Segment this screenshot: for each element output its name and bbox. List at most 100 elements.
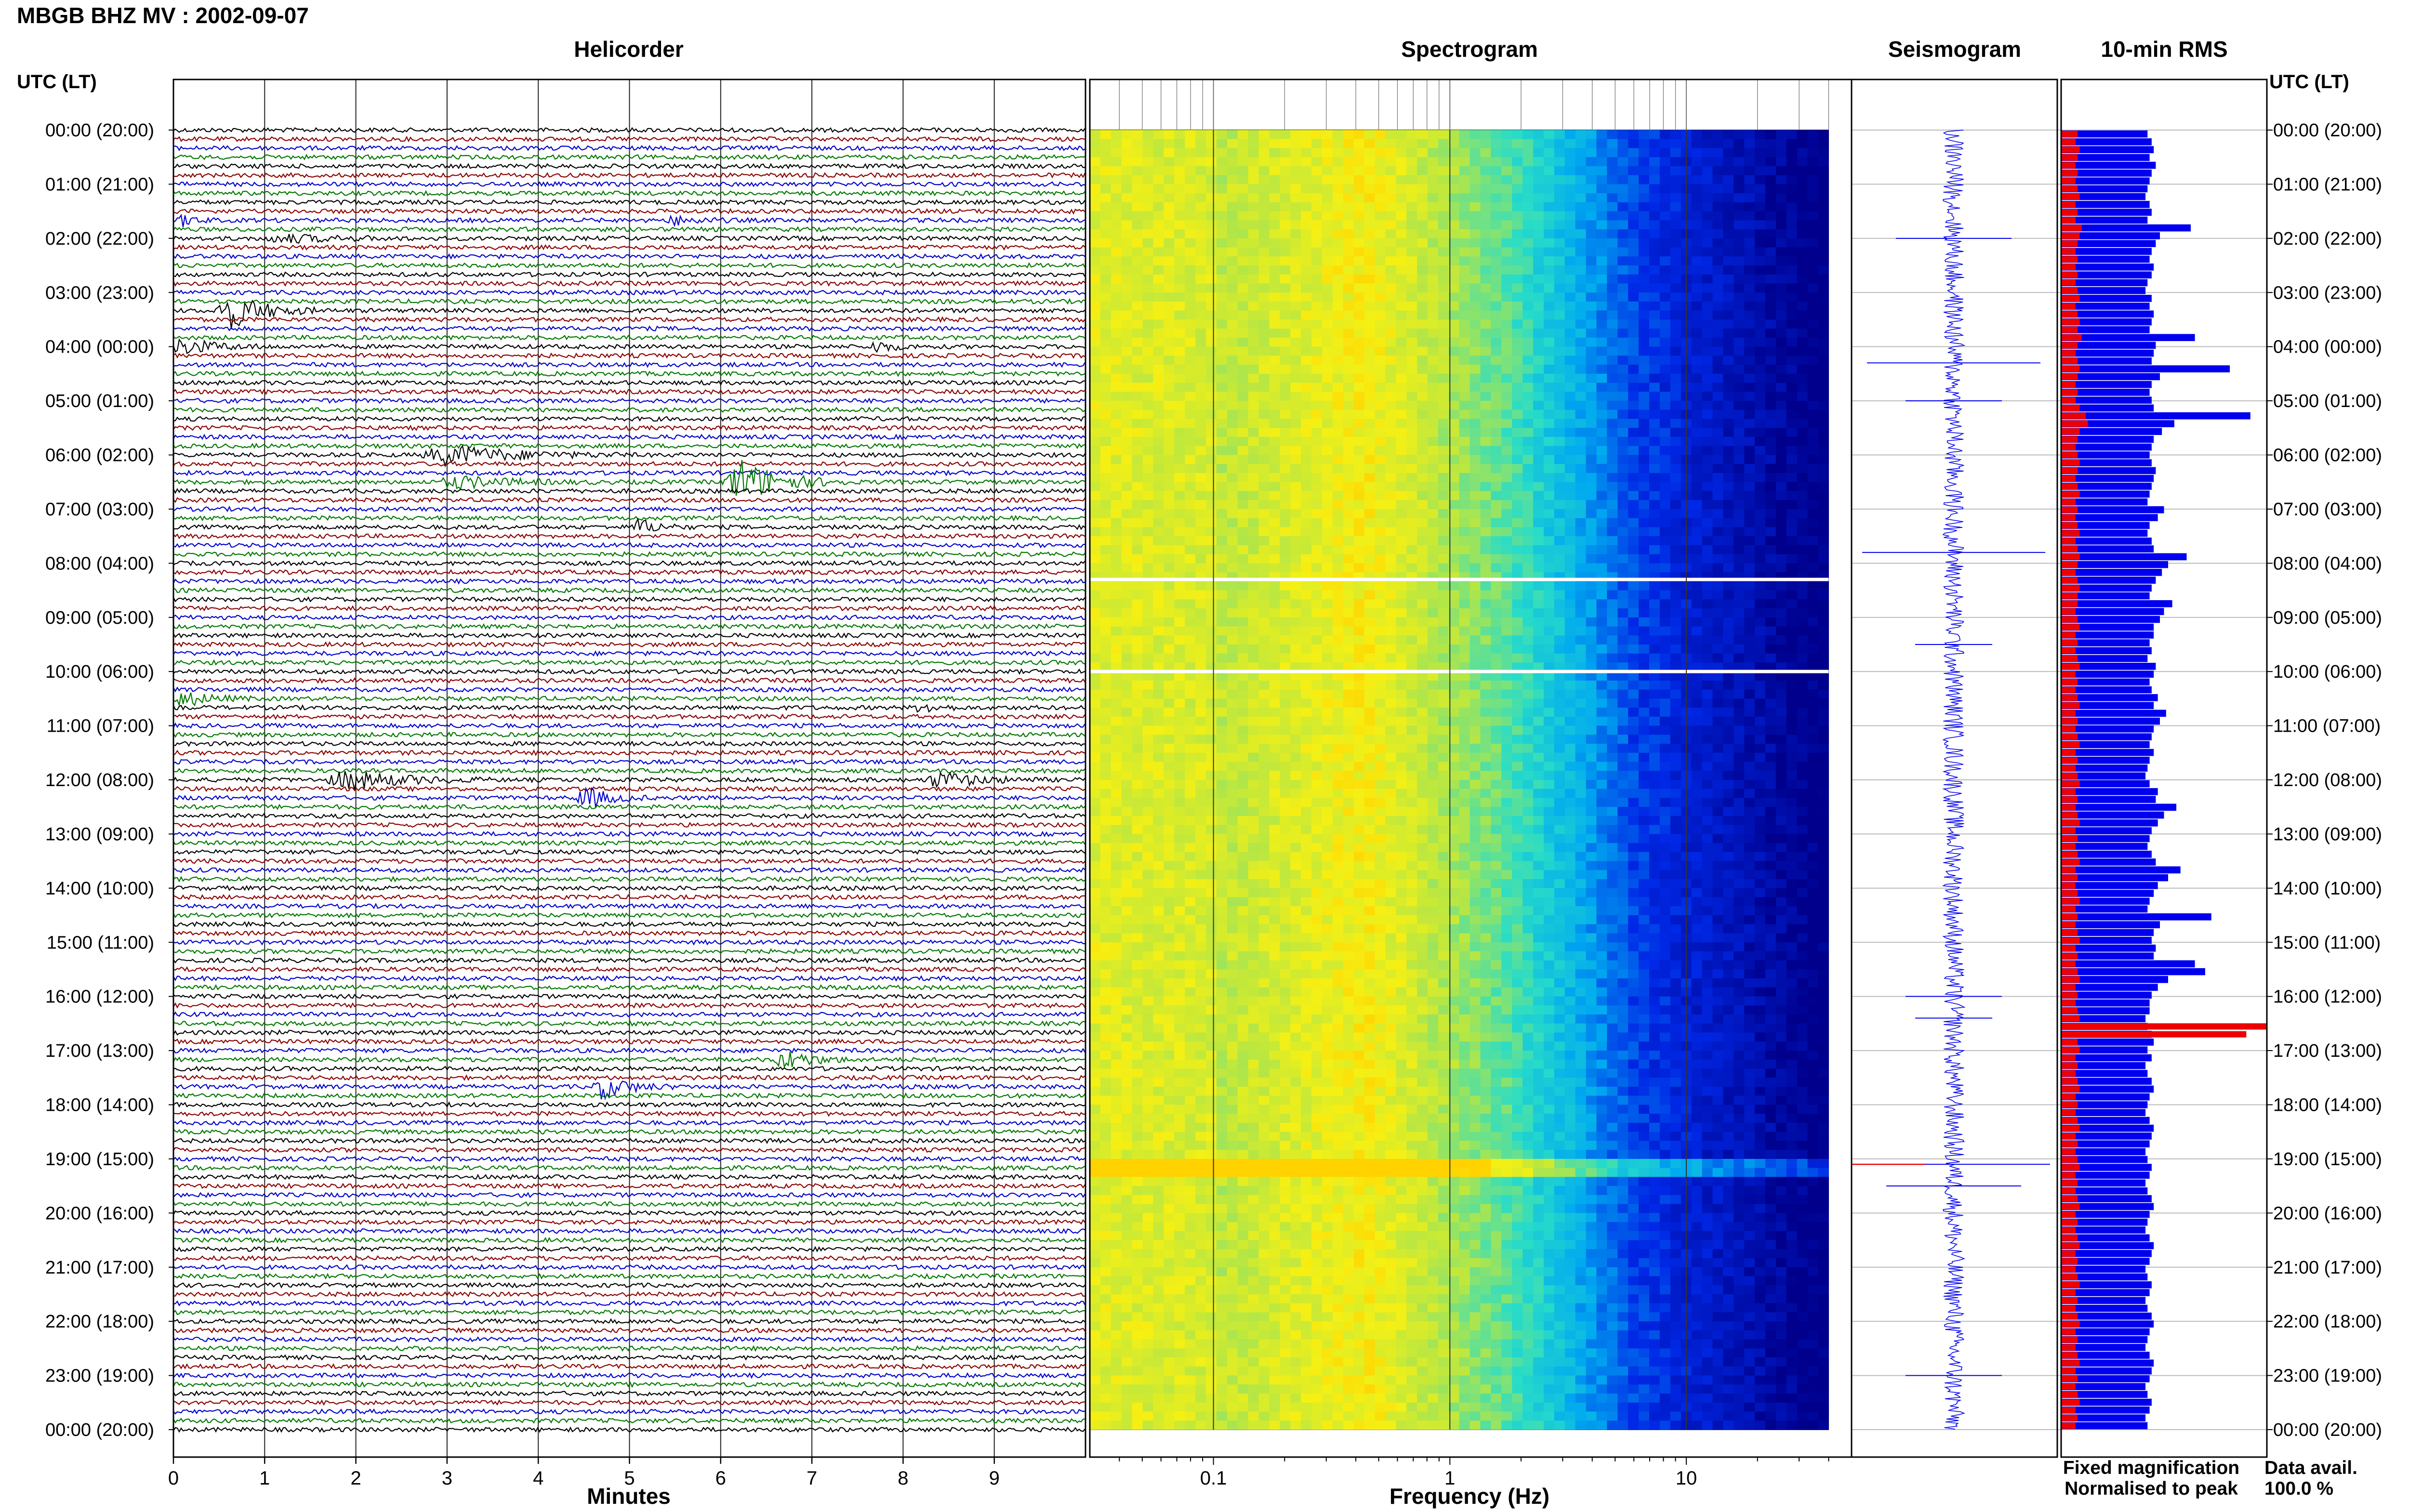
spectrogram-cell	[1311, 725, 1323, 735]
spectrogram-cell	[1185, 193, 1196, 203]
spectrogram-cell	[1438, 175, 1449, 184]
spectrogram-cell	[1501, 617, 1512, 627]
spectrogram-cell	[1807, 211, 1819, 221]
spectrogram-cell	[1522, 337, 1534, 347]
spectrogram-cell	[1121, 590, 1133, 600]
spectrogram-cell	[1818, 455, 1829, 464]
spectrogram-cell	[1121, 238, 1133, 248]
spectrogram-cell	[1237, 725, 1249, 735]
spectrogram-cell	[1343, 428, 1354, 437]
spectrogram-cell	[1364, 202, 1376, 212]
spectrogram-cell	[1322, 409, 1333, 420]
spectrogram-cell	[1512, 455, 1523, 464]
spectrogram-cell	[1153, 545, 1164, 555]
spectrogram-cell	[1269, 708, 1280, 717]
spectrogram-cell	[1586, 464, 1597, 473]
spectrogram-cell	[1343, 392, 1354, 401]
spectrogram-cell	[1322, 735, 1333, 744]
spectrogram-cell	[1438, 184, 1449, 194]
spectrogram-cell	[1628, 518, 1639, 527]
helicorder-trace	[173, 1228, 1085, 1235]
spectrogram-cell	[1586, 725, 1597, 735]
spectrogram-cell	[1691, 608, 1703, 618]
spectrogram-cell	[1248, 608, 1259, 618]
spectrogram-cell	[1428, 401, 1439, 410]
spectrogram-cell	[1111, 211, 1122, 221]
spectrogram-cell	[1797, 184, 1808, 194]
spectrogram-cell	[1364, 689, 1376, 699]
spectrogram-cell	[1734, 563, 1745, 573]
spectrogram-cell	[1491, 130, 1502, 140]
spectrogram-cell	[1702, 401, 1713, 410]
helicorder-trace	[173, 1080, 1085, 1101]
spectrogram-cell	[1438, 274, 1449, 284]
spectrogram-cell	[1554, 365, 1565, 374]
spectrogram-cell	[1480, 202, 1491, 212]
spectrogram-cell	[1332, 563, 1344, 573]
spectrogram-cell	[1554, 446, 1565, 456]
spectrogram-cell	[1659, 256, 1671, 266]
spectrogram-cell	[1301, 581, 1312, 591]
spectrogram-cell	[1153, 319, 1164, 329]
spectrogram-cell	[1575, 509, 1587, 519]
spectrogram-cell	[1364, 545, 1376, 555]
spectrogram-cell	[1734, 274, 1745, 284]
spectrogram-cell	[1639, 365, 1650, 374]
spectrogram-cell	[1438, 292, 1449, 302]
spectrogram-cell	[1164, 527, 1175, 537]
spectrogram-cell	[1216, 355, 1228, 365]
spectrogram-cell	[1544, 355, 1555, 365]
spectrogram-cell	[1607, 365, 1618, 374]
spectrogram-cell	[1469, 157, 1481, 167]
spectrogram-cell	[1755, 130, 1766, 140]
spectrogram-cell	[1385, 355, 1396, 365]
spectrogram-cell	[1575, 428, 1587, 437]
spectrogram-cell	[1649, 283, 1660, 293]
spectrogram-cell	[1248, 554, 1259, 564]
spectrogram-cell	[1607, 337, 1618, 347]
spectrogram-cell	[1628, 202, 1639, 212]
spectrogram-cell	[1343, 139, 1354, 148]
spectrogram-cell	[1153, 635, 1164, 645]
spectrogram-cell	[1332, 708, 1344, 717]
spectrogram-cell	[1522, 148, 1534, 158]
spectrogram-cell	[1596, 518, 1607, 527]
spectrogram-cell	[1723, 464, 1734, 473]
spectrogram-cell	[1544, 446, 1555, 456]
spectrogram-cell	[1237, 148, 1249, 158]
spectrogram-cell	[1206, 708, 1217, 717]
spectrogram-cell	[1533, 644, 1544, 654]
spectrogram-cell	[1280, 319, 1291, 329]
spectrogram-cell	[1596, 256, 1607, 266]
spectrogram-cell	[1607, 409, 1618, 420]
spectrogram-cell	[1185, 202, 1196, 212]
spectrogram-cell	[1100, 139, 1112, 148]
spectrogram-cell	[1480, 455, 1491, 464]
spectrogram-cell	[1195, 365, 1206, 374]
spectrogram-cell	[1227, 175, 1238, 184]
spectrogram-cell	[1501, 491, 1512, 500]
spectrogram-cell	[1227, 671, 1238, 681]
spectrogram-cell	[1406, 310, 1417, 320]
spectrogram-cell	[1554, 545, 1565, 555]
spectrogram-cell	[1280, 626, 1291, 636]
spectrogram-cell	[1174, 608, 1185, 618]
spectrogram-cell	[1459, 635, 1470, 645]
helicorder-trace	[173, 713, 1085, 720]
spectrogram-cell	[1174, 265, 1185, 275]
spectrogram-cell	[1723, 392, 1734, 401]
spectrogram-cell	[1554, 662, 1565, 672]
spectrogram-cell	[1755, 419, 1766, 428]
spectrogram-cell	[1353, 202, 1365, 212]
spectrogram-cell	[1090, 716, 1101, 726]
spectrogram-cell	[1712, 148, 1723, 158]
spectrogram-cell	[1195, 274, 1206, 284]
spectrogram-cell	[1775, 337, 1787, 347]
spectrogram-cell	[1649, 130, 1660, 140]
spectrogram-cell	[1628, 157, 1639, 167]
spectrogram-cell	[1607, 581, 1618, 591]
spectrogram-cell	[1185, 671, 1196, 681]
spectrogram-cell	[1322, 193, 1333, 203]
spectrogram-cell	[1480, 563, 1491, 573]
spectrogram-cell	[1227, 716, 1238, 726]
